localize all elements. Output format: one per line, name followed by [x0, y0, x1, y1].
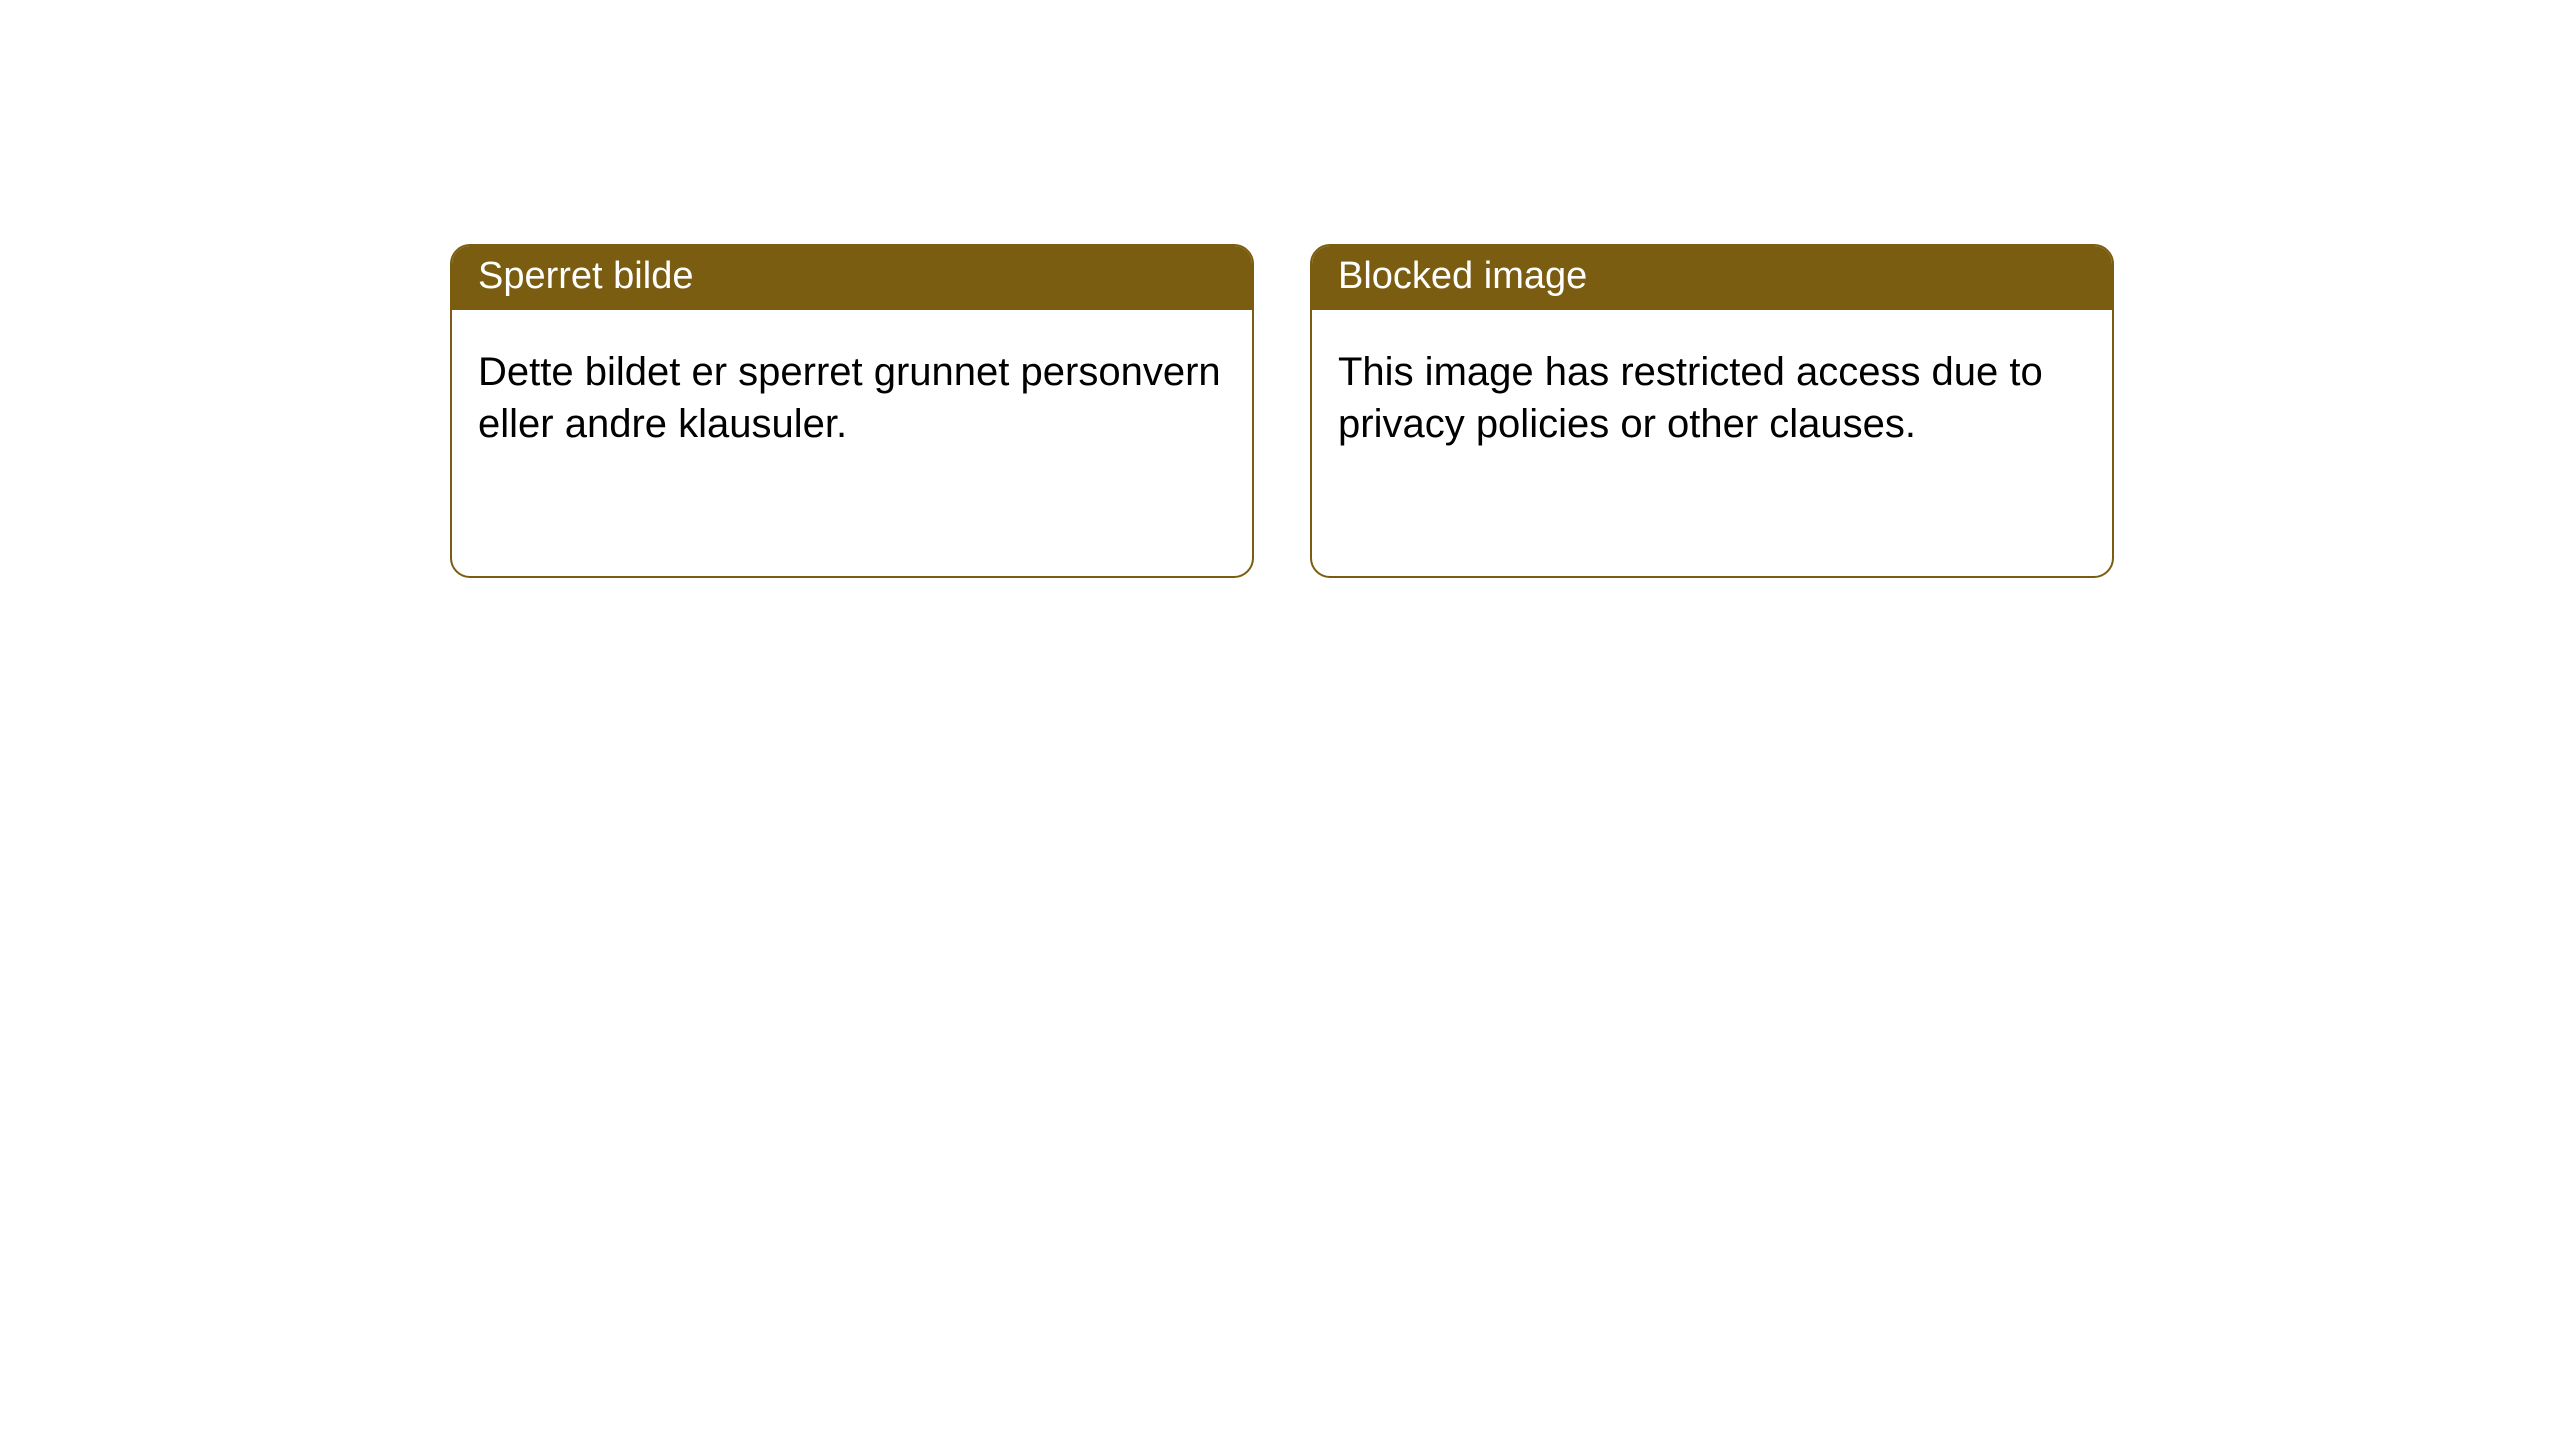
notice-card-norwegian: Sperret bilde Dette bildet er sperret gr… — [450, 244, 1254, 578]
card-body: This image has restricted access due to … — [1312, 310, 2112, 488]
card-title: Sperret bilde — [478, 255, 693, 297]
notice-card-english: Blocked image This image has restricted … — [1310, 244, 2114, 578]
card-title: Blocked image — [1338, 255, 1587, 297]
card-header: Sperret bilde — [452, 246, 1252, 310]
card-header: Blocked image — [1312, 246, 2112, 310]
card-body-text: This image has restricted access due to … — [1338, 350, 2043, 447]
notice-cards-container: Sperret bilde Dette bildet er sperret gr… — [0, 0, 2560, 578]
card-body: Dette bildet er sperret grunnet personve… — [452, 310, 1252, 488]
card-body-text: Dette bildet er sperret grunnet personve… — [478, 350, 1221, 447]
